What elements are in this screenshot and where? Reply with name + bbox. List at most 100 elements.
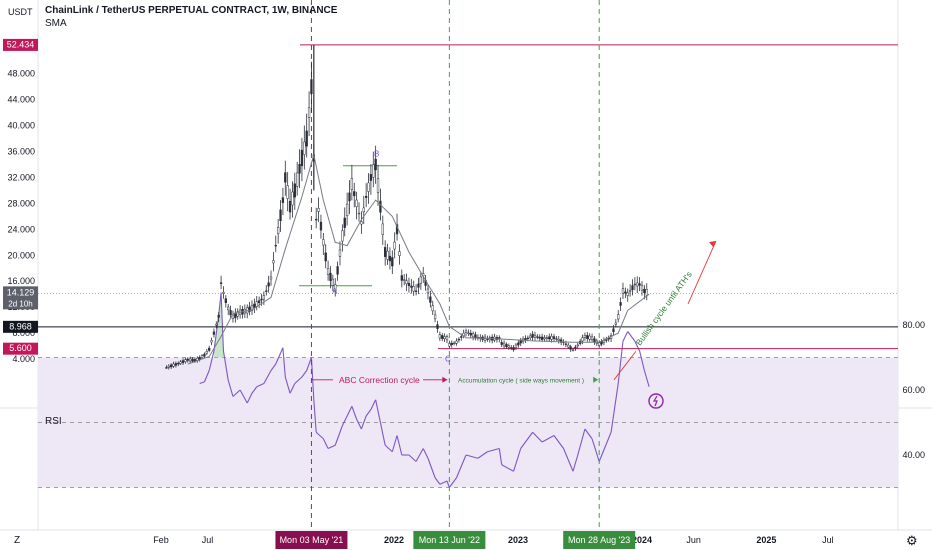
rsi-segment (532, 431, 543, 443)
abc-arrow-head (442, 376, 448, 383)
candle-body (457, 338, 461, 341)
price-tick-label: 48.000 (7, 69, 35, 79)
candle-body (231, 314, 235, 319)
candle-body (536, 336, 539, 338)
currency-label: USDT (8, 7, 33, 17)
rsi-segment (246, 393, 253, 404)
rsi-segment (289, 383, 296, 394)
rsi-tick-label: 80.00 (902, 320, 925, 330)
date-marker-bg (563, 531, 636, 549)
price-tick-label: 32.000 (7, 172, 35, 182)
candle-body (403, 279, 406, 281)
candle-body (357, 212, 361, 215)
rsi-segment (341, 415, 348, 426)
price-tick-label: 36.000 (7, 147, 35, 157)
candle-body (288, 200, 292, 213)
rsi-label[interactable]: RSI (45, 416, 62, 427)
timezone-button[interactable]: Z (14, 535, 21, 546)
candle-body (550, 335, 553, 340)
point-a-label: A (332, 287, 338, 296)
candle-body (559, 339, 563, 343)
date-marker-bg (413, 531, 486, 549)
candle-body (450, 342, 453, 345)
rsi-segment (360, 415, 367, 430)
candle-body (331, 278, 334, 286)
candle-body (227, 306, 230, 311)
rsi-segment (218, 292, 222, 316)
candle-body (436, 324, 439, 329)
candle-body (564, 343, 568, 345)
candle-body (467, 332, 470, 334)
rsi-segment (448, 477, 457, 488)
rsi-segment (598, 432, 612, 462)
candle-body (248, 306, 251, 312)
time-tick-label: Jun (686, 535, 701, 545)
candle-body (614, 322, 617, 325)
rsi-segment (322, 438, 329, 449)
rsi-segment (610, 383, 619, 433)
candle-body (260, 298, 263, 301)
rsi-segment (275, 347, 284, 365)
candle-body (291, 191, 294, 206)
ath-price-label: 52.434 (7, 39, 35, 49)
time-tick-label: Feb (153, 535, 169, 545)
rsi-segment (263, 370, 272, 384)
candle-body (272, 260, 275, 264)
candle-body (500, 342, 503, 345)
gear-icon[interactable]: ⚙ (906, 533, 918, 548)
candle-body (224, 298, 227, 303)
price-tick-label: 4.000 (12, 354, 35, 364)
candle-body (379, 200, 382, 213)
candle-body (250, 304, 254, 311)
candle-body (517, 342, 520, 346)
rsi-segment (334, 425, 343, 446)
candle-body (269, 276, 273, 280)
time-tick-label: 2025 (756, 535, 776, 545)
candle-body (410, 285, 413, 288)
candle-body (222, 292, 225, 294)
rsi-segment (422, 448, 429, 459)
rsi-segment (643, 370, 650, 387)
candle-body (464, 330, 468, 333)
candle-body (345, 203, 349, 216)
candle-body (284, 172, 287, 183)
candle-body (512, 347, 515, 351)
candle-body (262, 295, 266, 300)
candle-body (286, 185, 289, 199)
rsi-segment (220, 292, 225, 352)
indicator-label[interactable]: SMA (45, 18, 67, 29)
candle-body (343, 217, 346, 228)
candle-body (257, 300, 261, 304)
low-price-label: 5.600 (9, 343, 32, 353)
rsi-segment (572, 454, 579, 472)
candle-body (460, 336, 463, 338)
accumulation-arrow-head (593, 376, 599, 383)
time-tick-label: Jul (822, 535, 834, 545)
candle-body (543, 337, 546, 340)
time-tick-label: 2024 (632, 535, 652, 545)
candle-body (593, 338, 596, 343)
rsi-segment (408, 454, 417, 462)
candle-body (441, 335, 444, 339)
candle-body (619, 302, 622, 306)
rsi-segment (284, 376, 291, 394)
rsi-segment (477, 451, 488, 459)
candle-body (586, 335, 589, 339)
candle-body (502, 342, 506, 347)
rsi-band (38, 357, 898, 488)
candle-body (538, 336, 541, 339)
candle-body (533, 334, 537, 338)
rsi-segment (456, 454, 467, 478)
candle-body (605, 339, 608, 341)
candle-body (298, 164, 301, 174)
candle-body (529, 335, 532, 339)
candle-body (181, 360, 185, 364)
rsi-segment (396, 435, 403, 456)
candle-body (426, 288, 430, 294)
candle-body (338, 249, 342, 257)
candle-body (405, 280, 408, 285)
time-tick-label: Jul (202, 535, 214, 545)
candle-body (210, 340, 213, 343)
rsi-segment (375, 399, 381, 423)
